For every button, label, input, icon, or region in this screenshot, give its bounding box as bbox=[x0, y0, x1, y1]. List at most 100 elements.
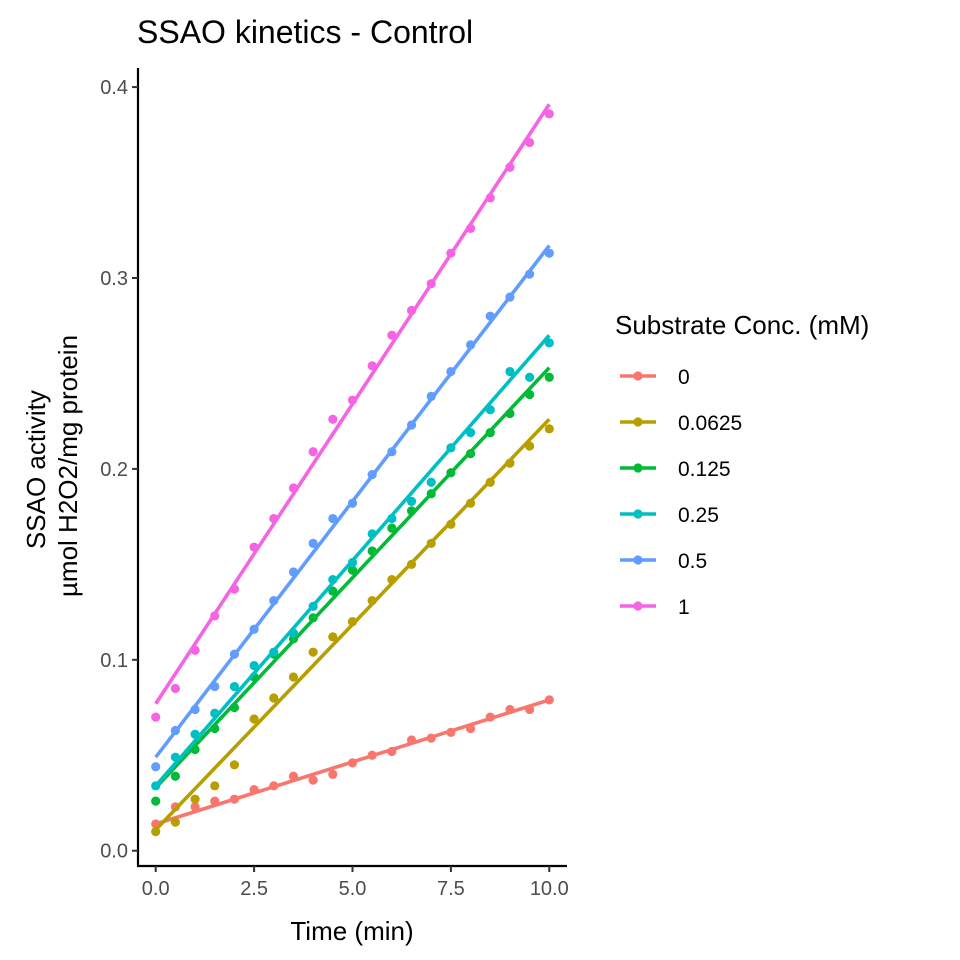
legend-item: 0.125 bbox=[620, 458, 731, 481]
x-tick-label: 7.5 bbox=[437, 878, 465, 900]
fit-line bbox=[154, 366, 551, 789]
data-point bbox=[190, 744, 200, 755]
data-point bbox=[485, 712, 495, 722]
data-point bbox=[328, 586, 338, 596]
data-point bbox=[151, 827, 161, 837]
series-0.5 bbox=[151, 244, 554, 772]
data-point bbox=[544, 248, 554, 258]
data-point bbox=[210, 611, 220, 621]
data-point bbox=[151, 781, 161, 791]
data-point bbox=[525, 704, 535, 715]
plot-area bbox=[151, 103, 554, 837]
data-point bbox=[347, 498, 358, 508]
legend: Substrate Conc. (mM) 0 0.0625 0.125 0.25 0.5… bbox=[615, 310, 869, 619]
data-point bbox=[525, 389, 535, 400]
legend-label: 1 bbox=[678, 596, 690, 619]
data-point bbox=[387, 447, 397, 457]
data-point bbox=[288, 483, 299, 493]
data-point bbox=[170, 683, 180, 694]
legend-item: 1 bbox=[620, 596, 690, 619]
data-point bbox=[249, 785, 259, 795]
legend-label: 0.125 bbox=[678, 458, 731, 481]
data-point bbox=[269, 513, 279, 524]
data-point bbox=[249, 624, 259, 634]
x-axis-title: Time (min) bbox=[290, 916, 413, 946]
data-point bbox=[446, 468, 456, 478]
legend-label: 0.5 bbox=[678, 550, 707, 573]
data-point bbox=[210, 723, 220, 734]
chart-title: SSAO kinetics - Control bbox=[137, 14, 473, 50]
legend-key-point bbox=[633, 463, 643, 473]
data-point bbox=[446, 727, 456, 737]
data-point bbox=[288, 628, 299, 638]
data-point bbox=[505, 366, 515, 377]
legend-title: Substrate Conc. (mM) bbox=[615, 310, 869, 340]
y-axis-title-line-2: µmol H2O2/mg protein bbox=[53, 335, 83, 597]
data-point bbox=[485, 311, 495, 321]
data-point bbox=[151, 796, 161, 806]
data-point bbox=[406, 305, 417, 316]
data-point bbox=[406, 735, 417, 745]
legend-item: 0.25 bbox=[620, 504, 719, 527]
data-point bbox=[465, 340, 476, 350]
data-point bbox=[465, 723, 476, 734]
data-point bbox=[446, 366, 456, 377]
data-point bbox=[190, 645, 200, 655]
data-point bbox=[151, 712, 161, 722]
data-point bbox=[465, 498, 476, 508]
data-point bbox=[485, 477, 495, 487]
data-point bbox=[544, 424, 554, 434]
data-point bbox=[190, 704, 200, 715]
data-point bbox=[367, 596, 377, 606]
data-point bbox=[151, 762, 161, 772]
data-point bbox=[229, 584, 240, 594]
y-axis-title-line-1: SSAO activity bbox=[21, 390, 51, 549]
data-point bbox=[347, 557, 358, 568]
data-point bbox=[446, 443, 456, 453]
data-point bbox=[269, 781, 279, 791]
data-point bbox=[485, 405, 495, 415]
legend-key-point bbox=[633, 371, 643, 381]
data-point bbox=[485, 193, 495, 203]
data-point bbox=[328, 513, 338, 524]
data-point bbox=[544, 109, 554, 119]
data-point bbox=[249, 542, 259, 552]
data-point bbox=[170, 752, 180, 762]
data-point bbox=[308, 775, 318, 785]
data-point bbox=[170, 771, 180, 781]
data-point bbox=[465, 449, 476, 459]
data-point bbox=[505, 704, 515, 715]
data-point bbox=[328, 769, 338, 779]
data-point bbox=[406, 420, 417, 430]
data-point bbox=[328, 632, 338, 642]
data-point bbox=[406, 559, 417, 569]
data-point bbox=[406, 496, 417, 506]
data-point bbox=[367, 529, 377, 539]
x-tick-label: 5.0 bbox=[339, 878, 367, 900]
data-point bbox=[288, 771, 299, 781]
data-point bbox=[485, 428, 495, 438]
data-point bbox=[426, 477, 436, 487]
data-point bbox=[288, 567, 299, 577]
data-point bbox=[367, 750, 377, 760]
data-point bbox=[465, 428, 476, 438]
series-0.25 bbox=[151, 334, 554, 791]
series-1 bbox=[151, 103, 554, 722]
data-point bbox=[190, 794, 200, 804]
x-tick-label: 0.0 bbox=[142, 878, 170, 900]
data-point bbox=[190, 802, 200, 812]
data-point bbox=[328, 575, 338, 585]
data-point bbox=[210, 681, 220, 692]
y-tick-label: 0.1 bbox=[100, 650, 128, 672]
data-point bbox=[544, 372, 554, 382]
y-tick-label: 0.0 bbox=[100, 841, 128, 863]
data-point bbox=[170, 817, 180, 827]
data-point bbox=[367, 361, 377, 371]
x-tick-label: 2.5 bbox=[240, 878, 268, 900]
data-point bbox=[387, 513, 397, 524]
x-ticks: 0.0 2.5 5.0 7.5 10.0 bbox=[142, 866, 569, 900]
data-point bbox=[446, 248, 456, 258]
legend-item: 0.5 bbox=[620, 550, 707, 573]
data-point bbox=[387, 330, 397, 340]
